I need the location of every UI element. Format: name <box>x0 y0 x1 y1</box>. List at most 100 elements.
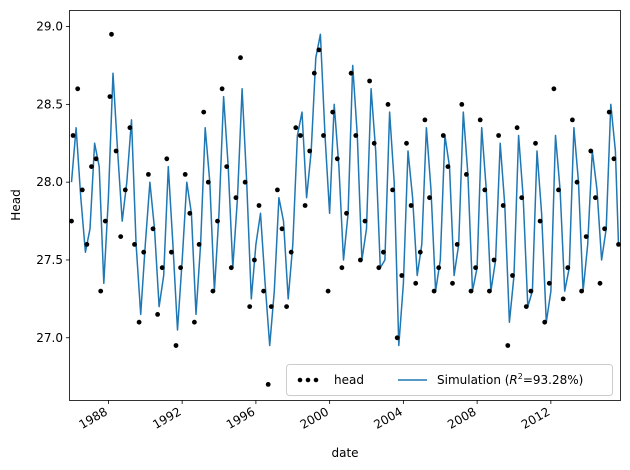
head-point <box>376 265 382 271</box>
head-point <box>141 249 147 255</box>
head-point <box>565 265 571 271</box>
x-axis-label: date <box>331 446 358 460</box>
head-point <box>113 148 119 154</box>
head-point <box>256 203 262 208</box>
head-point <box>265 382 271 387</box>
y-axis-label: Head <box>9 189 23 220</box>
x-tick-label: 1992 <box>150 404 183 431</box>
head-point <box>109 31 114 37</box>
head-point <box>70 133 76 138</box>
legend-simulation-sup: 2 <box>518 372 523 381</box>
head-point <box>127 125 133 131</box>
head-point <box>367 78 372 84</box>
head-point <box>519 195 525 201</box>
head-point <box>394 335 400 341</box>
head-point <box>473 265 478 271</box>
head-point <box>84 242 90 247</box>
head-point <box>390 187 395 193</box>
head-point <box>334 156 340 162</box>
head-point <box>252 257 257 263</box>
head-point <box>268 304 274 309</box>
head-point <box>247 304 253 309</box>
head-point <box>570 117 575 123</box>
head-point <box>302 203 308 208</box>
head-point <box>514 125 520 131</box>
head-point <box>93 156 99 162</box>
head-point <box>500 203 506 208</box>
legend-simulation-r: R <box>509 373 517 387</box>
head-point <box>533 140 538 146</box>
head-point <box>468 288 474 294</box>
head-point <box>427 195 432 201</box>
head-point <box>546 280 552 286</box>
head-point <box>228 265 234 271</box>
head-point <box>275 187 280 193</box>
head-point <box>233 195 239 201</box>
head-point <box>371 140 377 146</box>
head-point <box>542 319 548 325</box>
head-point <box>422 117 428 123</box>
head-point <box>362 218 368 224</box>
head-point <box>201 109 207 115</box>
head-point <box>178 265 184 271</box>
head-point <box>261 288 266 294</box>
head-point <box>588 148 594 154</box>
head-point <box>79 187 85 193</box>
head-point <box>136 319 142 325</box>
head-point <box>339 265 345 271</box>
head-point <box>602 226 607 232</box>
head-point <box>311 70 317 76</box>
y-tick-label: 29.0 <box>36 20 63 34</box>
legend-simulation-suffix: =93.28%) <box>523 373 584 387</box>
head-point <box>431 288 437 294</box>
head-point <box>551 86 557 92</box>
head-point <box>505 343 511 348</box>
x-tick-label: 2000 <box>298 404 331 431</box>
head-point <box>574 179 580 185</box>
head-point <box>487 288 492 294</box>
head-point <box>330 109 336 115</box>
head-point <box>358 257 363 263</box>
head-point <box>187 210 193 216</box>
y-tick-label: 28.5 <box>36 97 63 111</box>
head-point <box>606 109 612 115</box>
legend-head-marker <box>313 377 319 383</box>
head-point <box>408 203 414 208</box>
head-point <box>583 234 589 240</box>
head-point <box>173 343 179 348</box>
head-point <box>196 242 202 247</box>
head-point <box>491 257 497 263</box>
head-point <box>298 133 303 138</box>
head-point <box>107 94 113 99</box>
legend-head-marker <box>305 377 311 383</box>
head-point <box>293 125 299 131</box>
head-point <box>436 265 442 271</box>
head-point <box>164 156 170 162</box>
head-point <box>616 242 621 247</box>
head-point <box>404 140 409 146</box>
legend: head Simulation (R2=93.28%) <box>286 364 613 396</box>
head-point <box>122 187 128 193</box>
legend-frame <box>286 364 613 396</box>
head-point <box>224 164 230 170</box>
head-point <box>579 288 584 294</box>
head-point <box>205 179 211 185</box>
head-point <box>219 86 225 92</box>
legend-simulation-prefix: Simulation ( <box>437 373 509 387</box>
head-point <box>159 265 165 271</box>
head-point <box>528 288 534 294</box>
head-point <box>353 133 359 138</box>
head-point <box>445 164 451 170</box>
head-point <box>611 156 617 162</box>
y-tick-label: 27.0 <box>36 331 63 345</box>
head-point <box>477 117 483 123</box>
head-point <box>242 179 248 185</box>
head-point <box>238 55 243 61</box>
head-point <box>348 70 354 76</box>
head-point <box>464 172 469 177</box>
head-point <box>417 249 423 255</box>
head-point <box>169 249 174 255</box>
legend-head-marker <box>297 377 303 383</box>
x-tick-label: 1996 <box>224 404 257 431</box>
